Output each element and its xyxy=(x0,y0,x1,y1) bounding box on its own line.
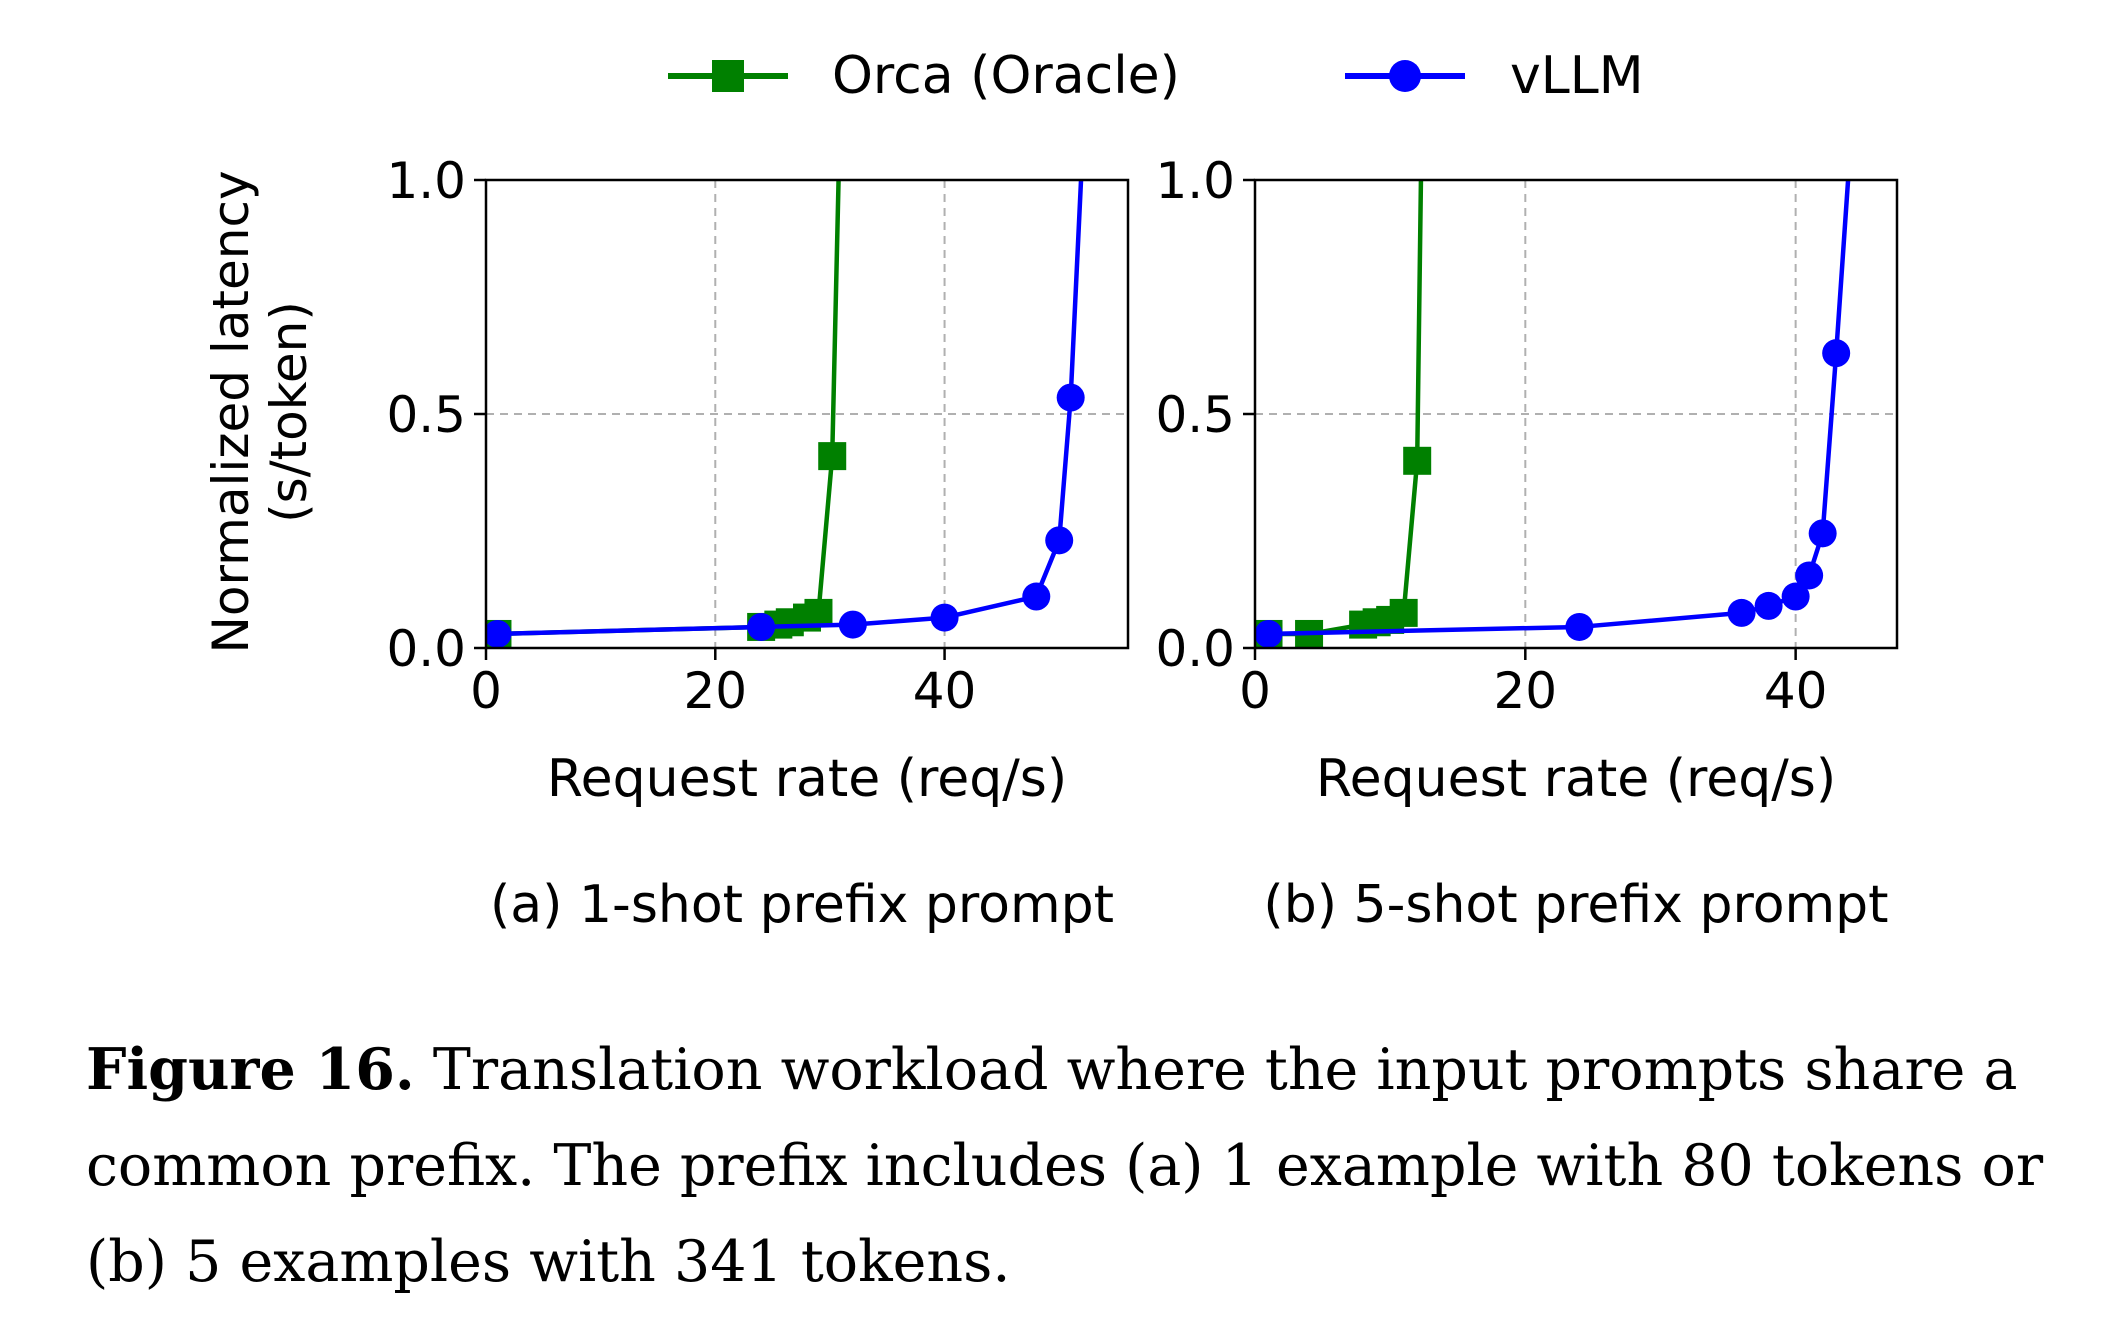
panel-a-y-tick-label: 1.0 xyxy=(386,152,466,210)
panel-a-series-vllm-point xyxy=(747,612,776,641)
legend: Orca (Oracle) vLLM xyxy=(668,46,1644,106)
legend-entry-vllm: vLLM xyxy=(1345,46,1644,106)
panel-a-series-vllm-point xyxy=(1022,582,1051,611)
panel-b-series-vllm-point xyxy=(1795,561,1824,590)
panel-b-frame xyxy=(1253,178,1899,650)
panel-a-x-tick-label: 20 xyxy=(683,662,747,720)
panel-a-frame xyxy=(484,178,1130,650)
panel-a-series-orca-point xyxy=(818,442,847,471)
legend-entry-orca: Orca (Oracle) xyxy=(668,46,1180,106)
panel-a-series-vllm-point xyxy=(1045,526,1074,555)
panel-a-x-tick-label: 40 xyxy=(913,662,977,720)
panel-a-y-tick-label: 0.5 xyxy=(386,386,466,444)
panel-b-series-vllm-line xyxy=(1268,180,1851,637)
panel-a-subtitle: (a) 1-shot prefix prompt xyxy=(490,875,1114,935)
figure-caption-label: Figure 16. xyxy=(86,1036,415,1103)
figure-caption-text: Translation workload where the input pro… xyxy=(86,1037,2044,1295)
panel-a-series-vllm-line xyxy=(497,180,1084,637)
panel-a-x-tick-label: 0 xyxy=(470,662,502,720)
panel-b-x-tick-label: 20 xyxy=(1494,662,1558,720)
chart-panel-a: 0 20 40 0.0 0.5 1.0 Request rate (req/s) (a) 1-… xyxy=(386,152,1130,935)
legend-vllm-label: vLLM xyxy=(1510,46,1644,106)
panel-a-series-vllm-point xyxy=(486,619,512,648)
panel-b-series-vllm-point xyxy=(1727,598,1756,627)
legend-orca-marker xyxy=(712,60,744,92)
panel-b-series-vllm-point xyxy=(1565,612,1594,641)
panel-b-series-orca-line xyxy=(1268,180,1424,637)
legend-vllm-marker xyxy=(1389,60,1421,92)
panel-b-x-tick-label: 0 xyxy=(1239,662,1271,720)
panel-a-series-orca-line xyxy=(497,180,841,637)
panel-b-series-vllm-point xyxy=(1781,582,1810,611)
panel-b-series-vllm-point xyxy=(1754,591,1783,620)
figure-caption: Figure 16. Translation workload where th… xyxy=(86,1022,2046,1310)
panel-a-series-orca-point xyxy=(804,598,833,627)
panel-a-y-tick-label: 0.0 xyxy=(386,620,466,678)
panel-b-series-orca-point xyxy=(1403,446,1432,475)
y-axis-label-line2: (s/token) xyxy=(260,301,318,523)
panel-b-y-tick-label: 1.0 xyxy=(1155,152,1235,210)
y-axis-label-line1: Normalized latency xyxy=(202,170,260,653)
panel-b-series-vllm-point xyxy=(1255,619,1283,648)
panel-a-series-vllm-point xyxy=(838,610,867,639)
legend-orca-label: Orca (Oracle) xyxy=(832,46,1180,106)
panel-b-y-tick-label: 0.0 xyxy=(1155,620,1235,678)
panel-b-plot-area xyxy=(1255,180,1851,648)
panel-b-y-tick-label: 0.5 xyxy=(1155,386,1235,444)
panel-a-plot-area xyxy=(486,180,1085,648)
panel-a-series-vllm-point xyxy=(1056,383,1085,412)
panel-a-series-vllm-point xyxy=(930,603,959,632)
panel-b-series-orca-point xyxy=(1389,598,1418,627)
panel-b-subtitle: (b) 5-shot prefix prompt xyxy=(1263,875,1888,935)
panel-b-series-vllm-point xyxy=(1808,519,1837,548)
panel-b-x-axis-label: Request rate (req/s) xyxy=(1316,749,1836,809)
panel-b-series-vllm-point xyxy=(1822,339,1851,368)
panel-a-x-axis-label: Request rate (req/s) xyxy=(547,749,1067,809)
panel-b-x-tick-label: 40 xyxy=(1764,662,1828,720)
chart-panel-b: 0 20 40 0.0 0.5 1.0 Request rate (req/s) (b) 5-… xyxy=(1155,152,1899,935)
